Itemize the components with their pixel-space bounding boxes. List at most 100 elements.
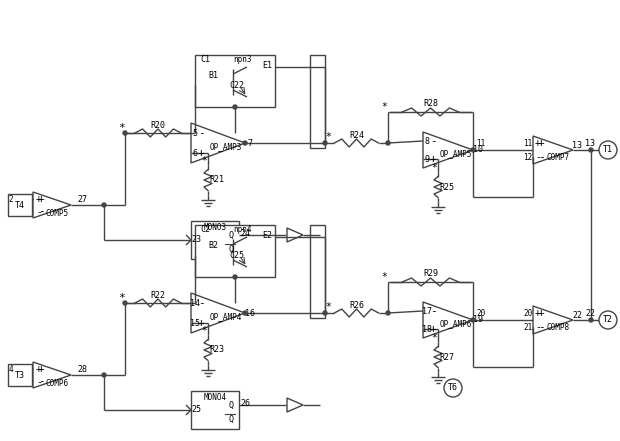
Text: +: + (198, 148, 205, 158)
Text: *: * (431, 163, 437, 173)
Text: R25: R25 (440, 183, 454, 191)
Text: 11: 11 (523, 138, 533, 147)
Text: -: - (38, 206, 45, 217)
Text: *: * (381, 102, 387, 112)
Text: *: * (118, 123, 125, 133)
Text: OP_AMP3: OP_AMP3 (210, 142, 242, 152)
Text: COMP6: COMP6 (45, 378, 69, 388)
Text: 16: 16 (245, 309, 255, 318)
Text: OP_AMP6: OP_AMP6 (440, 319, 472, 329)
Text: 13: 13 (572, 142, 582, 150)
Text: *: * (201, 326, 207, 336)
Text: *: * (381, 272, 387, 282)
Text: -: - (198, 298, 205, 308)
Text: OP_AMP4: OP_AMP4 (210, 313, 242, 321)
Text: Q: Q (229, 400, 234, 410)
Text: *: * (201, 156, 207, 166)
Bar (191, 221, 239, 259)
Circle shape (589, 318, 593, 322)
Circle shape (102, 373, 106, 377)
Text: -: - (36, 377, 42, 387)
Text: 18: 18 (422, 325, 432, 333)
Text: +: + (430, 324, 436, 334)
Text: 22: 22 (585, 310, 595, 318)
Circle shape (123, 131, 127, 135)
Circle shape (243, 141, 247, 145)
Circle shape (323, 311, 327, 315)
Text: C25: C25 (229, 251, 244, 261)
Text: 12: 12 (523, 153, 533, 161)
Text: T4: T4 (15, 201, 25, 209)
Text: E1: E1 (262, 60, 272, 70)
Text: 17: 17 (422, 306, 432, 315)
Polygon shape (191, 123, 245, 163)
Text: B2: B2 (208, 240, 218, 250)
Text: 6: 6 (192, 149, 198, 157)
Text: +: + (535, 308, 541, 318)
Circle shape (123, 301, 127, 305)
Text: COMP5: COMP5 (45, 209, 69, 217)
Text: -: - (430, 136, 436, 146)
Text: -: - (38, 377, 45, 386)
Text: +: + (538, 138, 544, 148)
Polygon shape (33, 192, 71, 218)
Bar (191, 391, 239, 429)
Text: E2: E2 (262, 231, 272, 239)
Text: 20: 20 (523, 309, 533, 318)
Text: R27: R27 (440, 352, 454, 362)
Text: Q: Q (229, 244, 234, 254)
Text: npn3: npn3 (234, 56, 252, 64)
Text: 5: 5 (192, 128, 198, 138)
Text: -: - (36, 207, 42, 217)
Text: +: + (198, 318, 205, 328)
Text: -: - (538, 152, 544, 162)
Text: *: * (431, 333, 437, 343)
Circle shape (233, 275, 237, 279)
Text: +: + (36, 194, 42, 204)
Text: R24: R24 (349, 131, 364, 139)
Text: 11: 11 (476, 139, 485, 149)
Text: 7: 7 (247, 138, 252, 147)
Text: +: + (535, 138, 541, 148)
Circle shape (599, 141, 617, 159)
Text: -: - (535, 152, 541, 162)
Text: 13: 13 (585, 139, 595, 149)
Text: T1: T1 (603, 146, 613, 154)
Text: -: - (538, 322, 544, 332)
Circle shape (243, 311, 247, 315)
Text: T3: T3 (15, 370, 25, 380)
Polygon shape (287, 228, 303, 242)
Text: +: + (430, 154, 436, 164)
Circle shape (233, 105, 237, 109)
Text: C1: C1 (200, 56, 210, 64)
Polygon shape (33, 362, 71, 388)
Text: +: + (538, 308, 544, 318)
Circle shape (599, 311, 617, 329)
Text: 2: 2 (9, 195, 13, 205)
Text: COMP7: COMP7 (546, 153, 570, 162)
Circle shape (471, 318, 475, 322)
Text: *: * (325, 302, 331, 312)
Text: -: - (535, 322, 541, 332)
Text: *: * (325, 132, 331, 142)
Text: 4: 4 (9, 366, 13, 374)
Text: MONO3: MONO3 (203, 224, 226, 232)
Text: 8: 8 (425, 137, 430, 146)
Text: C22: C22 (229, 82, 244, 90)
Text: 27: 27 (77, 194, 87, 203)
Text: 15: 15 (190, 318, 200, 328)
Text: R21: R21 (210, 176, 224, 184)
Polygon shape (423, 132, 473, 168)
Text: 23: 23 (191, 235, 201, 244)
Text: B1: B1 (208, 71, 218, 79)
Text: npn4: npn4 (234, 225, 252, 235)
Text: R29: R29 (423, 269, 438, 279)
Circle shape (444, 379, 462, 397)
Text: 21: 21 (523, 322, 533, 332)
Polygon shape (423, 302, 473, 338)
Circle shape (471, 148, 475, 152)
Polygon shape (533, 306, 573, 334)
Text: R26: R26 (349, 300, 364, 310)
Circle shape (102, 203, 106, 207)
Text: 10: 10 (473, 146, 483, 154)
